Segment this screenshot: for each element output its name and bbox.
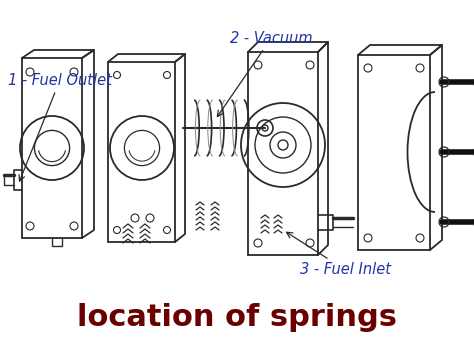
Text: location of springs: location of springs: [77, 304, 397, 333]
Bar: [358, 55, 430, 250]
Text: 2 - Vacuum: 2 - Vacuum: [218, 30, 313, 117]
Text: 1 - Fuel Outlet: 1 - Fuel Outlet: [8, 72, 112, 181]
Bar: [248, 52, 318, 255]
Bar: [22, 58, 82, 238]
Text: 3 - Fuel Inlet: 3 - Fuel Inlet: [286, 232, 391, 277]
Bar: [108, 62, 175, 242]
